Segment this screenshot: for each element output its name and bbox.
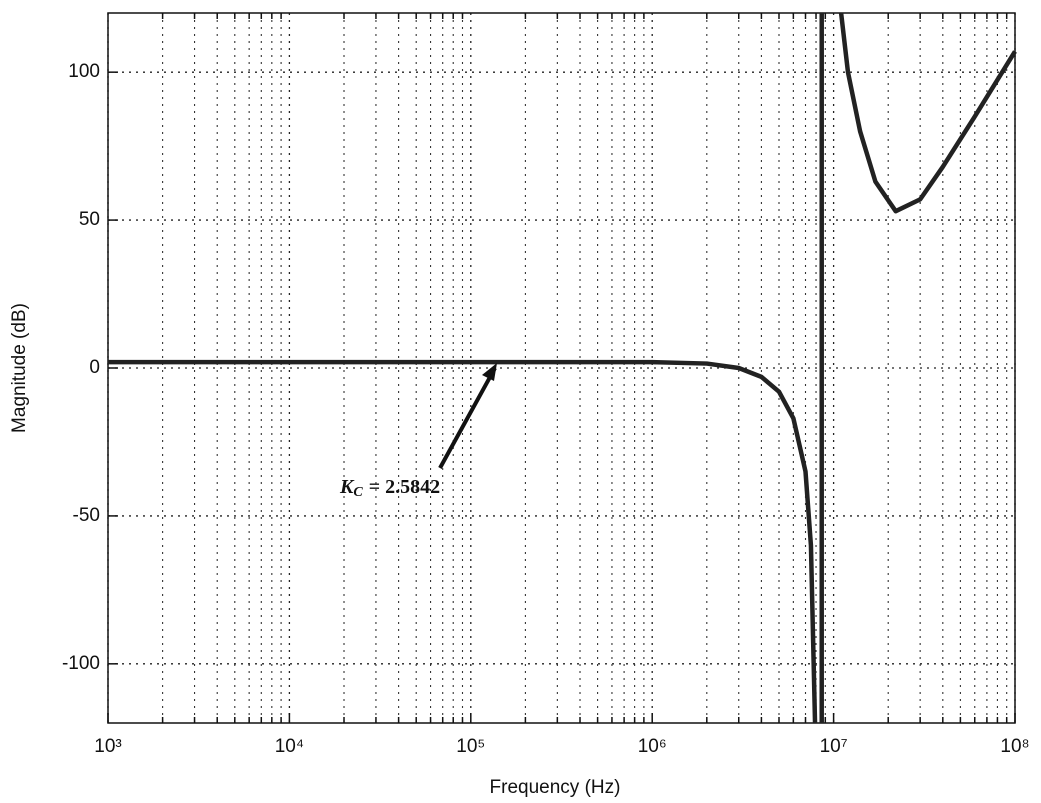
annotation-text: = 2.5842 bbox=[369, 476, 440, 498]
y-tick-label: 100 bbox=[68, 61, 100, 82]
x-axis-label: Frequency (Hz) bbox=[490, 777, 621, 798]
annotation-arrowhead bbox=[482, 363, 497, 381]
y-tick-label: 0 bbox=[89, 357, 100, 378]
y-tick-label: -100 bbox=[62, 653, 100, 674]
y-tick-label: 50 bbox=[79, 209, 100, 230]
axes-frame bbox=[107, 12, 1016, 724]
x-tick-label: 10⁴ bbox=[275, 736, 304, 757]
y-axis-label: Magnitude (dB) bbox=[9, 303, 30, 433]
x-tick-label: 10⁸ bbox=[1000, 736, 1029, 757]
annotation-symbol: K bbox=[339, 476, 355, 498]
line bbox=[108, 359, 818, 724]
y-tick-label: -50 bbox=[73, 505, 100, 526]
line bbox=[838, 12, 1017, 214]
annotation-arrow bbox=[438, 367, 497, 469]
x-tick-label: 10⁷ bbox=[820, 736, 848, 757]
x-tick-label: 10³ bbox=[94, 736, 121, 757]
plot-area bbox=[107, 12, 1017, 724]
x-tick-label: 10⁵ bbox=[456, 736, 485, 757]
annotation-subscript: C bbox=[353, 485, 363, 500]
x-tick-label: 10⁶ bbox=[638, 736, 667, 757]
annotation: KC = 2.5842 bbox=[339, 476, 440, 501]
